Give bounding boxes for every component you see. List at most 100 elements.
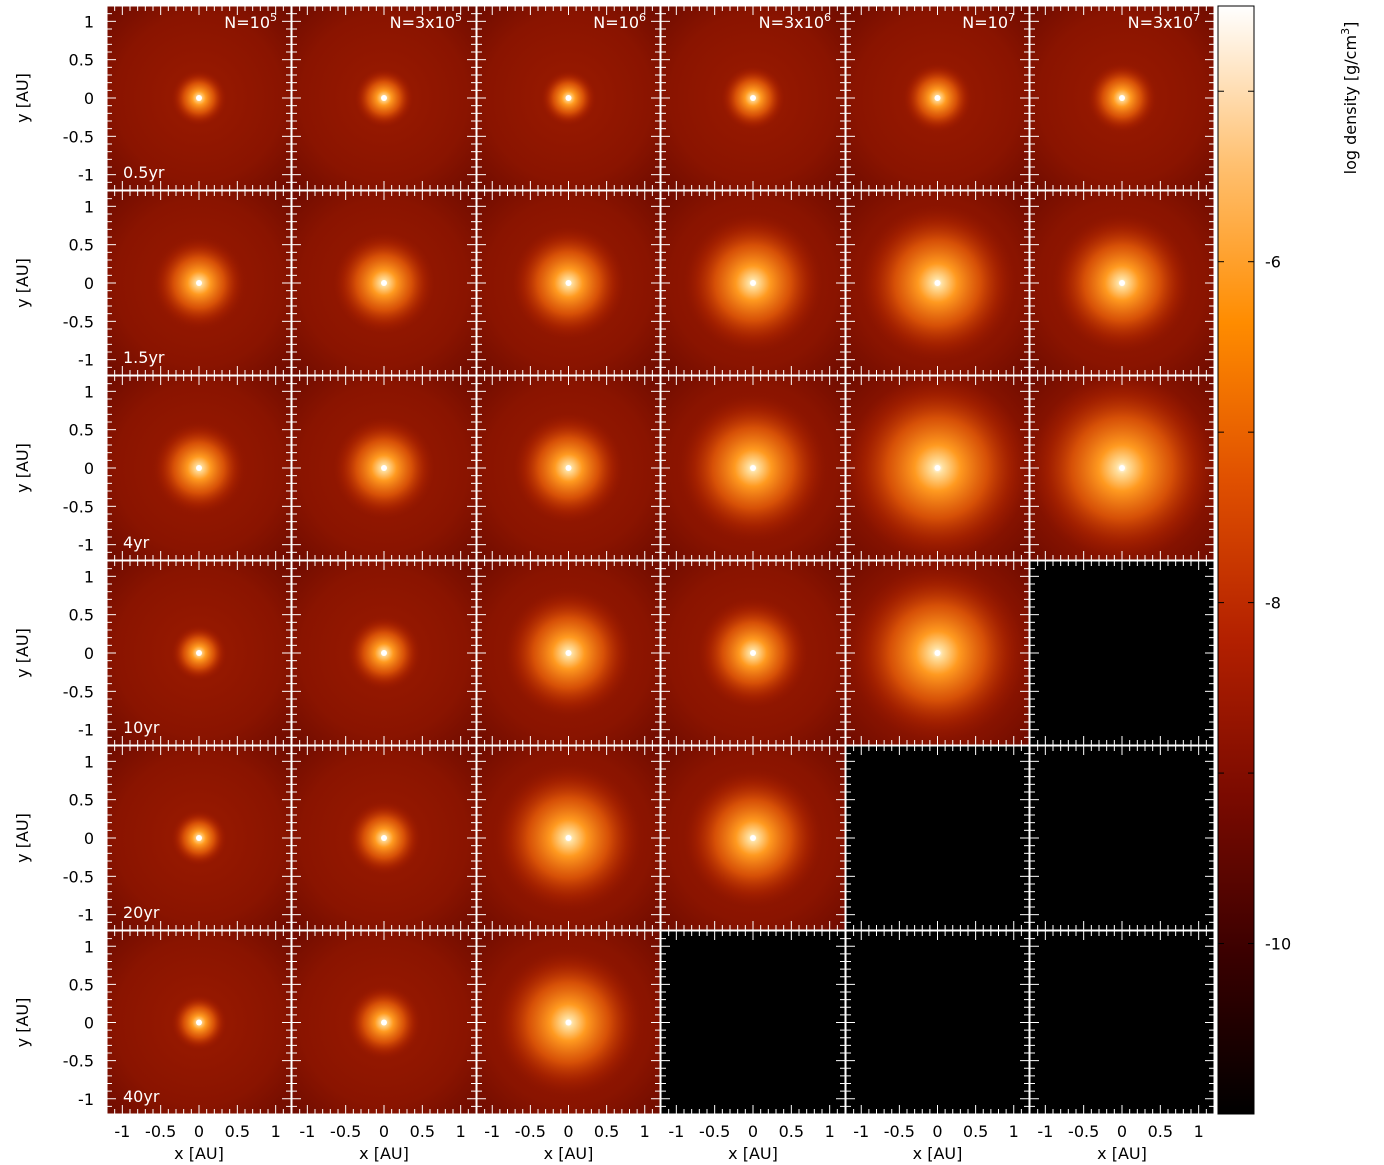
central-star bbox=[750, 650, 756, 656]
y-tick-label: 0.5 bbox=[69, 421, 94, 440]
panel-r1-c4 bbox=[845, 190, 1030, 376]
colorbar-tick-label: -10 bbox=[1265, 935, 1291, 954]
central-star bbox=[196, 835, 202, 841]
x-tick-label: 1 bbox=[1009, 1122, 1019, 1141]
central-star bbox=[196, 280, 202, 286]
panel-frame bbox=[660, 375, 846, 561]
y-tick-label: 0.5 bbox=[69, 236, 94, 255]
panel-r0-c2: N=106 bbox=[476, 5, 661, 191]
panel-r2-c0: 4yr bbox=[106, 375, 292, 561]
central-star bbox=[565, 1019, 572, 1026]
y-axis-label: y [AU] bbox=[13, 258, 32, 308]
y-tick-label: 1 bbox=[84, 567, 94, 586]
central-star bbox=[381, 1019, 387, 1026]
time-label: 4yr bbox=[123, 533, 150, 552]
panel-frame bbox=[291, 190, 477, 376]
central-star bbox=[381, 465, 387, 471]
panel-frame bbox=[476, 375, 661, 561]
y-tick-label: -0.5 bbox=[63, 682, 94, 701]
panel-frame bbox=[476, 190, 661, 376]
x-tick-label: 0 bbox=[563, 1122, 573, 1141]
central-star bbox=[934, 465, 941, 471]
panel-ticks bbox=[1029, 375, 1215, 561]
panel-frame bbox=[291, 5, 477, 191]
y-tick-label: -0.5 bbox=[63, 867, 94, 886]
panel-r4-c5 bbox=[1029, 745, 1215, 931]
column-title: N=106 bbox=[593, 11, 646, 32]
x-tick-label: -1 bbox=[484, 1122, 500, 1141]
panel-ticks bbox=[1029, 560, 1215, 746]
x-tick-label: -0.5 bbox=[330, 1122, 361, 1141]
panel-frame bbox=[845, 560, 1030, 746]
y-tick-label: -0.5 bbox=[63, 127, 94, 146]
column-title-base: N=10 bbox=[224, 13, 270, 32]
x-axis-label: x [AU] bbox=[913, 1144, 963, 1163]
panel-r5-c2 bbox=[476, 930, 661, 1115]
central-star bbox=[1119, 95, 1125, 101]
panel-r1-c0: 1.5yr bbox=[106, 190, 292, 376]
column-title: N=3x107 bbox=[1128, 11, 1200, 32]
central-star bbox=[934, 650, 941, 656]
colorbar-label-end: ] bbox=[1341, 22, 1360, 28]
central-star bbox=[196, 465, 202, 471]
y-tick-label: 0.5 bbox=[69, 51, 94, 70]
central-star bbox=[565, 835, 572, 841]
central-star bbox=[750, 95, 756, 101]
panel-r2-c3 bbox=[660, 375, 846, 561]
panel-frame bbox=[1029, 375, 1215, 561]
central-star bbox=[565, 650, 572, 656]
panel-frame bbox=[476, 560, 661, 746]
panel-ticks bbox=[291, 375, 477, 561]
panel-frame bbox=[291, 560, 477, 746]
x-tick-label: 0 bbox=[1117, 1122, 1127, 1141]
y-axis-label: y [AU] bbox=[13, 813, 32, 863]
panel-frame bbox=[845, 375, 1030, 561]
x-tick-label: -1 bbox=[299, 1122, 315, 1141]
central-star bbox=[934, 280, 941, 286]
central-star bbox=[196, 1019, 202, 1026]
colorbar-label-sup: 3 bbox=[1339, 28, 1352, 35]
x-tick-label: -0.5 bbox=[884, 1122, 915, 1141]
panel-r4-c0: 20yr bbox=[106, 745, 292, 931]
panel-ticks bbox=[291, 745, 477, 931]
panel-frame bbox=[845, 190, 1030, 376]
y-tick-label: 0 bbox=[84, 274, 94, 293]
time-label: 10yr bbox=[123, 718, 160, 737]
panel-r3-c5 bbox=[1029, 560, 1215, 746]
y-tick-label: -0.5 bbox=[63, 1052, 94, 1071]
panel-r0-c5: N=3x107 bbox=[1029, 5, 1215, 191]
y-tick-label: -1 bbox=[78, 351, 94, 370]
central-star bbox=[1119, 280, 1125, 286]
panel-r3-c0: 10yr bbox=[106, 560, 292, 746]
panel-r3-c1 bbox=[291, 560, 477, 746]
panel-r4-c1 bbox=[291, 745, 477, 931]
x-axis-label: x [AU] bbox=[359, 1144, 409, 1163]
panel-ticks bbox=[476, 930, 661, 1115]
panel-frame bbox=[291, 375, 477, 561]
panel-frame bbox=[1029, 930, 1215, 1115]
panel-r0-c4: N=107 bbox=[845, 5, 1030, 191]
panel-r0-c0: N=105 0.5yr bbox=[106, 5, 292, 191]
panel-r5-c5 bbox=[1029, 930, 1215, 1115]
central-star bbox=[381, 835, 387, 841]
panel-frame bbox=[106, 560, 292, 746]
central-star bbox=[565, 465, 572, 471]
panel-r1-c1 bbox=[291, 190, 477, 376]
panel-r2-c5 bbox=[1029, 375, 1215, 561]
x-tick-label: -0.5 bbox=[699, 1122, 730, 1141]
y-tick-label: 1 bbox=[84, 12, 94, 31]
panel-frame bbox=[106, 375, 292, 561]
central-star bbox=[565, 280, 572, 286]
x-tick-label: 0 bbox=[748, 1122, 758, 1141]
y-tick-label: -1 bbox=[78, 536, 94, 555]
column-title-base: N=3x10 bbox=[390, 13, 455, 32]
panel-background bbox=[846, 746, 1029, 930]
panel-r4-c2 bbox=[476, 745, 661, 931]
panel-r1-c5 bbox=[1029, 190, 1215, 376]
y-tick-label: 0 bbox=[84, 459, 94, 478]
column-title-base: N=10 bbox=[593, 13, 639, 32]
x-tick-label: 0.5 bbox=[779, 1122, 804, 1141]
panel-ticks bbox=[291, 5, 477, 191]
